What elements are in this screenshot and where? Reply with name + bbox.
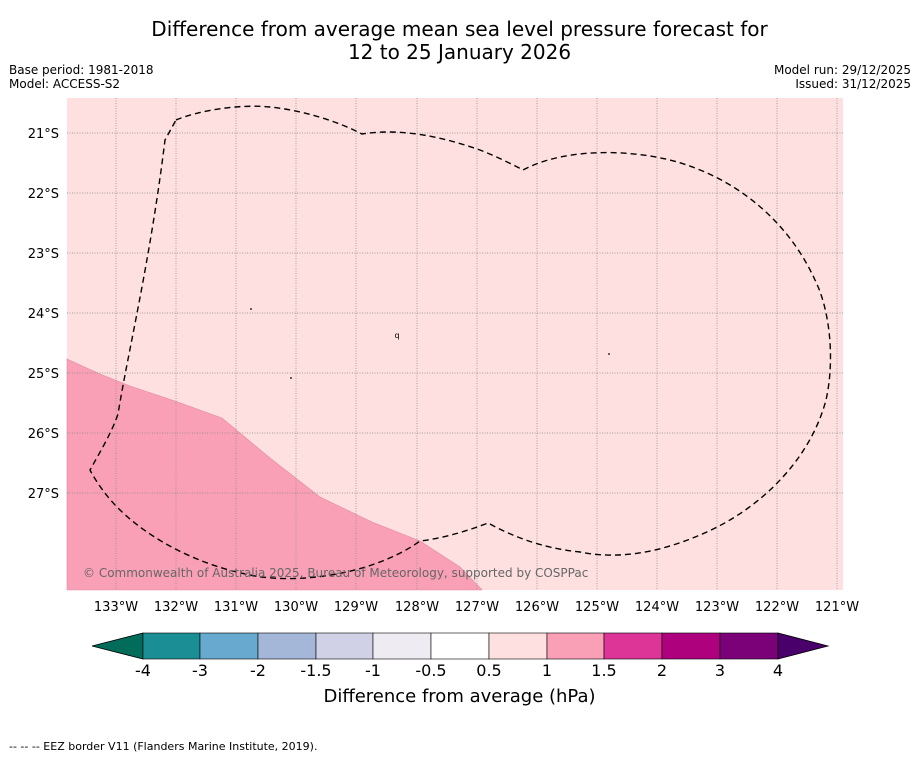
lon-label: 125°W xyxy=(575,600,619,615)
map: q © Commonwealth of Australia 2025, Bure… xyxy=(28,98,859,615)
colorbar-tick-label: -0.5 xyxy=(415,661,446,680)
lon-label: 130°W xyxy=(274,600,318,615)
lat-label: 26°S xyxy=(28,427,59,442)
lon-label: 132°W xyxy=(154,600,198,615)
lon-label: 122°W xyxy=(755,600,799,615)
model-run: Model run: 29/12/2025 xyxy=(773,63,911,77)
model-name: Model: ACCESS-S2 xyxy=(9,77,121,91)
colorbar-segment xyxy=(719,632,779,660)
colorbar-extend-high xyxy=(777,632,830,660)
title-line-2: 12 to 25 January 2026 xyxy=(347,40,572,64)
island-marker xyxy=(608,353,610,355)
lat-label: 23°S xyxy=(28,247,59,262)
lat-label: 24°S xyxy=(28,307,59,322)
eez-border xyxy=(89,105,832,580)
colorbar-tick-label: 3 xyxy=(715,661,725,680)
colorbar-segment xyxy=(372,632,432,660)
island-marker-label: q xyxy=(394,331,399,340)
colorbar-segment xyxy=(257,632,317,660)
colorbar-tick-label: 1 xyxy=(542,661,552,680)
lon-label: 128°W xyxy=(395,600,439,615)
lat-label: 25°S xyxy=(28,367,59,382)
lon-label: 123°W xyxy=(695,600,739,615)
colorbar-tick-label: -4 xyxy=(135,661,151,680)
colorbar-segment xyxy=(315,632,374,660)
graticule xyxy=(67,98,843,590)
lat-label: 22°S xyxy=(28,187,59,202)
colorbar-tick-label: -2 xyxy=(250,661,266,680)
colorbar-ticks: -4 -3 -2 -1.5 -1 -0.5 0.5 1 1.5 2 3 4 xyxy=(135,661,783,680)
lat-label: 27°S xyxy=(28,487,59,502)
colorbar-tick-label: -1 xyxy=(365,661,381,680)
latitude-labels: 21°S 22°S 23°S 24°S 25°S 26°S 27°S xyxy=(28,127,59,502)
colorbar-segment xyxy=(546,632,605,660)
colorbar-segment xyxy=(199,632,259,660)
colorbar-tick-label: 2 xyxy=(657,661,667,680)
colorbar-segments xyxy=(142,632,779,660)
title-line-1: Difference from average mean sea level p… xyxy=(151,17,768,41)
page-title: Difference from average mean sea level p… xyxy=(0,18,919,64)
colorbar-segment xyxy=(430,632,490,660)
colorbar-segment xyxy=(603,632,663,660)
colorbar-label: Difference from average (hPa) xyxy=(323,686,596,707)
shaded-anomaly-region xyxy=(66,358,483,591)
meta-right: Model run: 29/12/2025 Issued: 31/12/2025 xyxy=(774,63,911,91)
footnote: -- -- -- EEZ border V11 (Flanders Marine… xyxy=(9,740,318,753)
copyright-text: © Commonwealth of Australia 2025, Bureau… xyxy=(83,566,588,580)
lon-label: 133°W xyxy=(94,600,138,615)
lon-label: 131°W xyxy=(214,600,258,615)
island-marker xyxy=(290,377,292,379)
lon-label: 121°W xyxy=(815,600,859,615)
colorbar-tick-label: 4 xyxy=(773,661,783,680)
lon-label: 126°W xyxy=(515,600,559,615)
issued-date: Issued: 31/12/2025 xyxy=(795,77,911,91)
colorbar-tick-label: -3 xyxy=(192,661,208,680)
colorbar: -4 -3 -2 -1.5 -1 -0.5 0.5 1 1.5 2 3 4 xyxy=(91,632,830,680)
lon-label: 124°W xyxy=(635,600,679,615)
colorbar-extend-low xyxy=(91,632,144,660)
base-period: Base period: 1981-2018 xyxy=(9,63,154,77)
lat-label: 21°S xyxy=(28,127,59,142)
colorbar-tick-label: 0.5 xyxy=(476,661,501,680)
meta-left: Base period: 1981-2018 Model: ACCESS-S2 xyxy=(9,63,154,91)
island-marker xyxy=(250,308,252,310)
colorbar-segment xyxy=(142,632,201,660)
longitude-labels: 133°W 132°W 131°W 130°W 129°W 128°W 127°… xyxy=(94,600,859,615)
colorbar-segment xyxy=(488,632,548,660)
colorbar-segment xyxy=(661,632,721,660)
colorbar-tick-label: 1.5 xyxy=(591,661,616,680)
lon-label: 127°W xyxy=(455,600,499,615)
colorbar-tick-label: -1.5 xyxy=(300,661,331,680)
lon-label: 129°W xyxy=(334,600,378,615)
